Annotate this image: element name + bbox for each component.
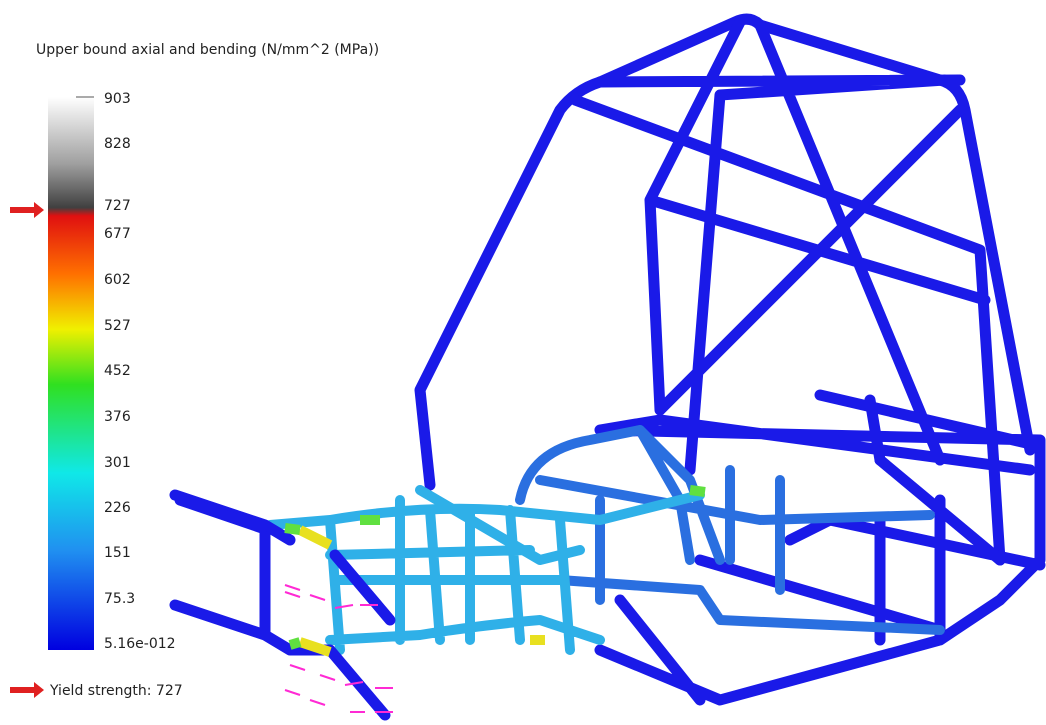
tick-label: 301 [104,455,131,471]
frame-model [169,13,1046,721]
tick-label: 151 [104,545,131,561]
tick-label: 452 [104,363,131,379]
tick-labels: 903 828 727 677 602 527 452 376 301 226 151 75.3 5.1… [104,91,176,652]
tick-label: 602 [104,272,131,288]
yield-label: Yield strength: 727 [49,683,183,699]
tick-label: 828 [104,136,131,152]
tick-label: 376 [104,409,131,425]
tick-label: 677 [104,226,131,242]
tick-label: 75.3 [104,591,135,607]
load-arrows [284,584,393,713]
legend-title: Upper bound axial and bending (N/mm^2 (M… [36,42,379,58]
tick-label: 727 [104,198,131,214]
tick-label: 527 [104,318,131,334]
tick-label: 903 [104,91,131,107]
yield-arrow [10,202,44,218]
colorbar [48,97,94,650]
yield-arrow [10,682,44,698]
tick-label: 226 [104,500,131,516]
tick-label: 5.16e-012 [104,636,176,652]
